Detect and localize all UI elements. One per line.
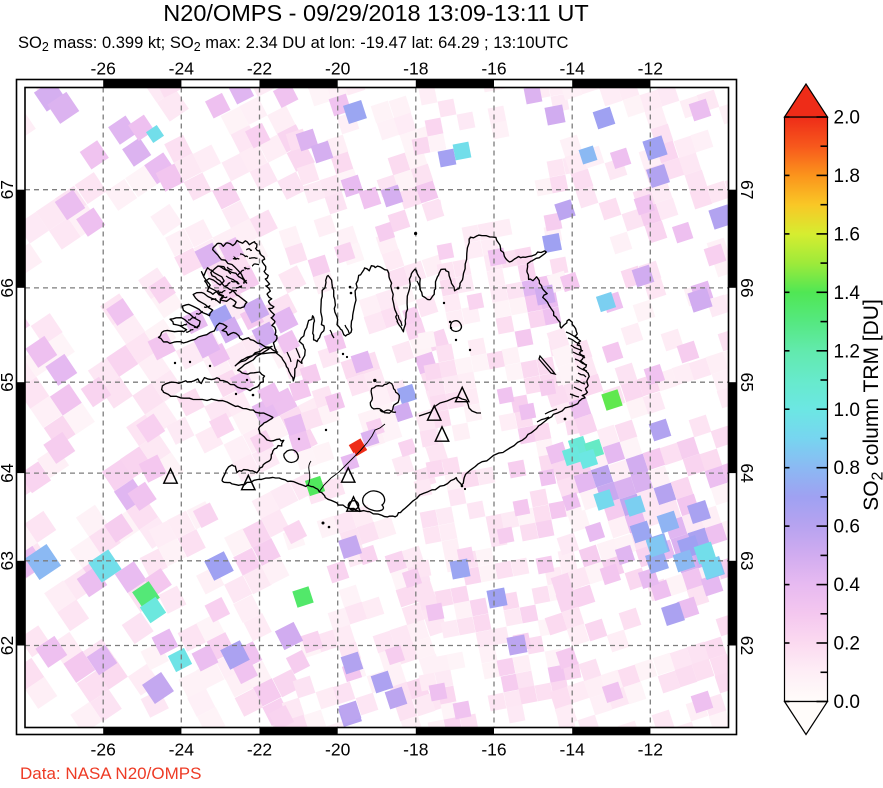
svg-text:-22: -22 (247, 59, 272, 79)
svg-text:65: 65 (0, 372, 17, 391)
svg-text:-26: -26 (91, 59, 116, 79)
svg-text:0.0: 0.0 (834, 692, 860, 713)
svg-text:-24: -24 (169, 59, 195, 79)
svg-text:-22: -22 (247, 740, 272, 760)
svg-text:-20: -20 (325, 740, 351, 760)
svg-text:-18: -18 (403, 740, 428, 760)
svg-text:64: 64 (0, 463, 17, 483)
svg-text:1.6: 1.6 (834, 224, 860, 245)
svg-text:-20: -20 (325, 59, 351, 79)
svg-text:-14: -14 (560, 59, 586, 79)
svg-text:62: 62 (0, 636, 17, 655)
svg-text:64: 64 (737, 463, 757, 483)
svg-text:1.8: 1.8 (834, 166, 860, 187)
svg-text:-18: -18 (403, 59, 428, 79)
svg-text:66: 66 (737, 278, 757, 297)
svg-text:67: 67 (737, 180, 757, 199)
svg-text:63: 63 (0, 551, 17, 570)
svg-text:0.6: 0.6 (834, 517, 860, 538)
svg-text:-12: -12 (638, 740, 663, 760)
svg-text:Data: NASA N20/OMPS: Data: NASA N20/OMPS (20, 764, 201, 783)
svg-text:-12: -12 (638, 59, 663, 79)
svg-text:-26: -26 (91, 740, 116, 760)
svg-text:SO2 mass: 0.399 kt; SO2 max: 2: SO2 mass: 0.399 kt; SO2 max: 2.34 DU at … (18, 34, 569, 54)
svg-text:-16: -16 (481, 59, 506, 79)
svg-text:-14: -14 (560, 740, 586, 760)
svg-text:-24: -24 (169, 740, 195, 760)
svg-text:0.8: 0.8 (834, 458, 860, 479)
svg-text:66: 66 (0, 278, 17, 297)
svg-text:-16: -16 (481, 740, 506, 760)
svg-text:0.2: 0.2 (834, 634, 860, 655)
svg-text:1.0: 1.0 (834, 400, 860, 421)
svg-text:1.2: 1.2 (834, 341, 860, 362)
svg-text:63: 63 (737, 551, 757, 570)
svg-text:N20/OMPS - 09/29/2018 13:09-13: N20/OMPS - 09/29/2018 13:09-13:11 UT (163, 0, 588, 26)
svg-text:67: 67 (0, 180, 17, 199)
svg-text:2.0: 2.0 (834, 108, 860, 129)
svg-text:62: 62 (737, 636, 757, 655)
svg-text:1.4: 1.4 (834, 283, 861, 304)
svg-text:0.4: 0.4 (834, 575, 861, 596)
svg-text:65: 65 (737, 372, 757, 391)
svg-text:SO2 column TRM [DU]: SO2 column TRM [DU] (860, 299, 883, 511)
